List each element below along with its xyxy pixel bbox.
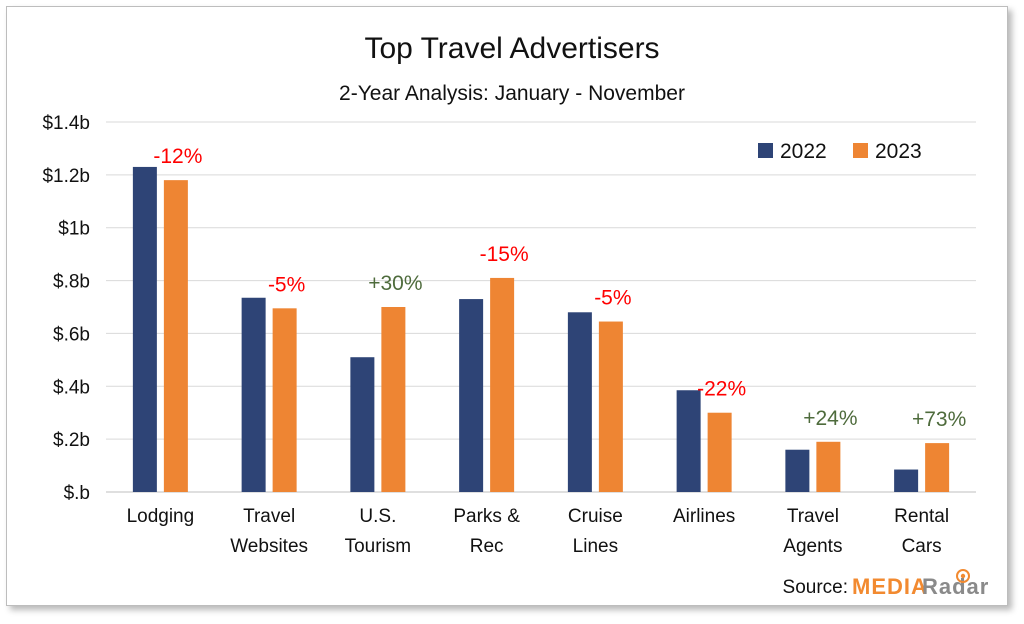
bar-2022	[241, 297, 266, 492]
y-tick-label: $1.2b	[42, 166, 90, 187]
x-category-label: Airlines	[673, 506, 735, 527]
y-tick-label: $.b	[64, 483, 90, 504]
bar-2022	[132, 166, 157, 492]
x-category-label: Lodging	[127, 506, 195, 527]
bars	[132, 166, 950, 492]
change-label: -15%	[480, 243, 529, 266]
change-label: +73%	[912, 408, 966, 431]
source-attribution: Source: MEDIA Radar	[783, 569, 989, 599]
chart-subtitle: 2-Year Analysis: January - November	[339, 82, 685, 105]
change-label: -12%	[153, 145, 202, 168]
bar-2022	[785, 449, 810, 492]
radar-logo-icon	[956, 569, 970, 583]
bar-2023	[598, 321, 623, 492]
legend-swatch-2023	[853, 143, 868, 158]
y-tick-label: $.8b	[53, 272, 90, 293]
change-label: -5%	[268, 273, 305, 296]
bar-2022	[459, 299, 484, 492]
y-tick-label: $.6b	[53, 324, 90, 345]
bar-2022	[567, 312, 592, 492]
source-label: Source:	[783, 577, 848, 598]
legend-label-2023: 2023	[875, 140, 922, 163]
x-category-label: U.S. Tourism	[345, 506, 412, 557]
chart-title: Top Travel Advertisers	[364, 32, 659, 65]
bar-2023	[163, 180, 188, 492]
y-tick-label: $.4b	[53, 377, 90, 398]
legend-label-2022: 2022	[780, 140, 827, 163]
bar-2022	[894, 469, 919, 492]
x-category-label: Cruise Lines	[568, 506, 623, 557]
labels: $.b $.2b $.4b $.6b $.8b $1b $1.2b $1.4b Lodging -…	[42, 113, 966, 557]
legend-swatch-2022	[758, 143, 773, 158]
logo-radar-text: Radar	[922, 574, 989, 599]
change-label: +24%	[803, 407, 857, 430]
y-tick-label: $.2b	[53, 430, 90, 451]
bar-2023	[490, 277, 515, 492]
y-tick-label: $1b	[58, 219, 90, 240]
change-label: +30%	[368, 272, 422, 295]
bar-2023	[816, 441, 841, 492]
bar-2023	[381, 307, 406, 492]
bar-2023	[925, 443, 950, 492]
change-label: -5%	[594, 287, 631, 310]
bar-2023	[707, 412, 732, 492]
bar-2023	[272, 308, 297, 492]
gridlines	[106, 121, 976, 493]
x-category-label: Parks & Rec	[453, 506, 520, 557]
bar-2022	[676, 390, 701, 492]
y-tick-label: $1.4b	[42, 113, 90, 134]
change-label: -22%	[697, 378, 746, 401]
legend: 2022 2023	[758, 140, 922, 163]
logo-media-text: MEDIA	[852, 574, 928, 599]
x-category-label: Travel Websites	[230, 506, 308, 557]
x-category-label: Rental Cars	[894, 506, 949, 557]
bar-2022	[350, 357, 375, 492]
x-category-label: Travel Agents	[783, 506, 842, 557]
